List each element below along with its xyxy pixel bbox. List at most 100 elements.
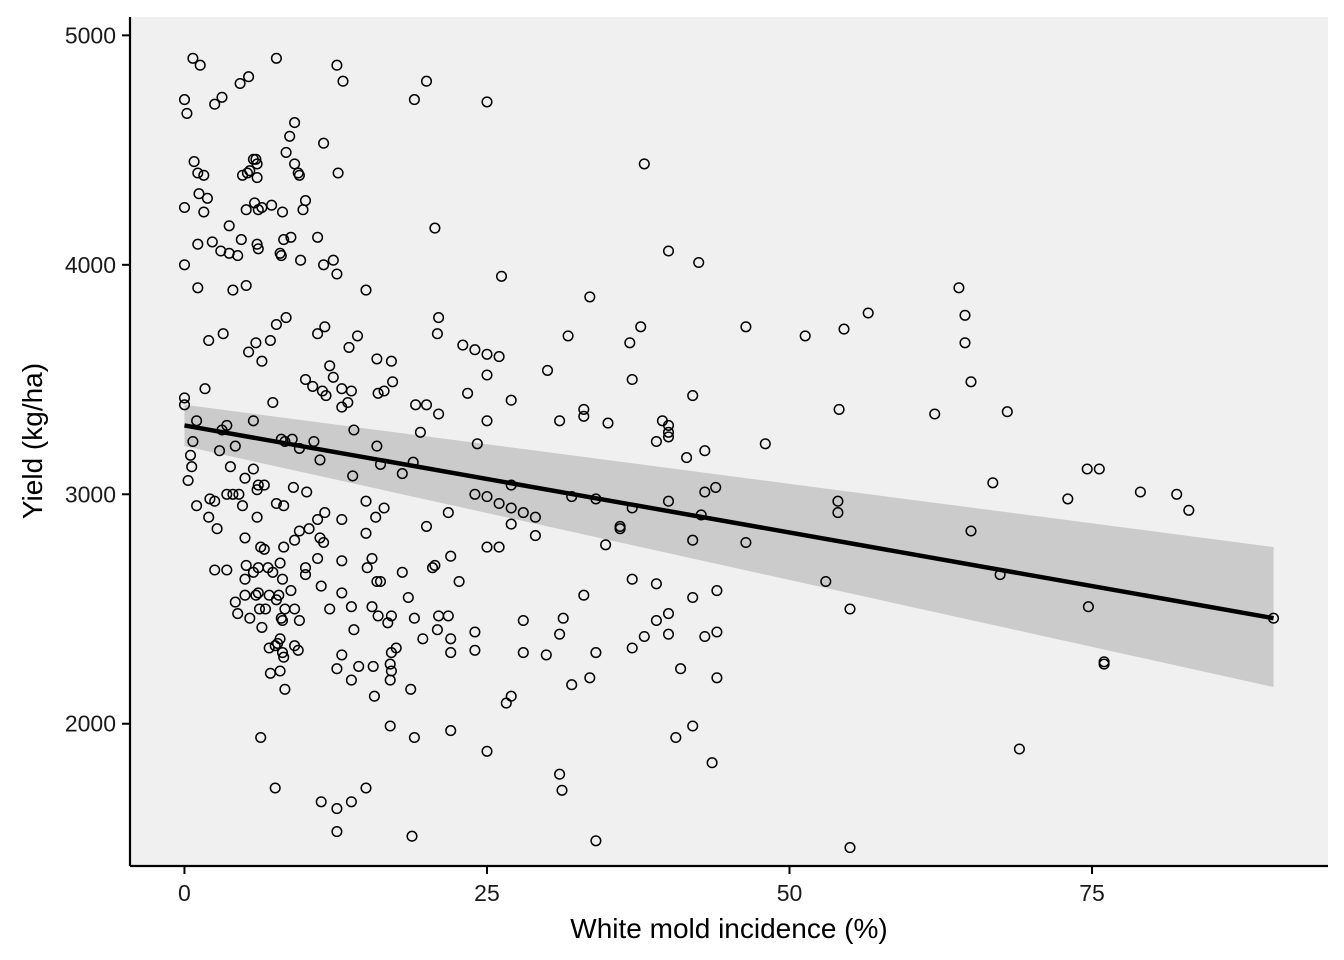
- data-point: [252, 243, 264, 255]
- data-point: [1082, 601, 1094, 613]
- data-point: [211, 523, 223, 535]
- data-point: [250, 153, 262, 165]
- data-point: [289, 158, 301, 170]
- data-point: [445, 725, 457, 737]
- data-point: [626, 373, 638, 386]
- data-point: [234, 77, 246, 90]
- data-point: [1001, 406, 1013, 418]
- data-point: [203, 511, 215, 523]
- data-point: [299, 562, 312, 574]
- data-point: [233, 488, 245, 500]
- data-point: [315, 796, 327, 808]
- data-point: [239, 589, 251, 601]
- data-point: [182, 474, 194, 487]
- data-point: [965, 525, 977, 537]
- data-point: [408, 731, 420, 744]
- data-point: [699, 486, 711, 498]
- data-point: [348, 424, 360, 436]
- data-point: [371, 575, 383, 588]
- data-point: [442, 610, 454, 622]
- data-point: [278, 651, 290, 663]
- data-point: [402, 591, 414, 604]
- data-point: [307, 380, 319, 392]
- data-point: [221, 419, 233, 431]
- data-point: [378, 385, 390, 397]
- data-point: [372, 387, 384, 399]
- data-point: [431, 624, 443, 636]
- data-point: [590, 647, 602, 659]
- data-point: [445, 633, 457, 645]
- data-point: [650, 578, 662, 590]
- data-point: [650, 614, 662, 627]
- data-point: [247, 415, 259, 427]
- data-point: [267, 396, 279, 409]
- data-point: [276, 573, 289, 585]
- data-point: [274, 633, 286, 645]
- data-point: [687, 720, 699, 732]
- data-point: [406, 830, 418, 842]
- data-point: [187, 52, 199, 64]
- data-point: [274, 557, 286, 569]
- data-point: [276, 614, 289, 627]
- data-point: [832, 507, 844, 519]
- data-point: [457, 339, 469, 351]
- data-point: [351, 330, 364, 342]
- data-point: [319, 507, 331, 519]
- data-point: [541, 364, 554, 376]
- data-point: [420, 520, 433, 532]
- data-point: [178, 392, 191, 404]
- data-point: [529, 530, 541, 542]
- data-point: [192, 167, 204, 179]
- data-point: [706, 757, 718, 769]
- data-point: [556, 784, 568, 796]
- data-point: [396, 468, 408, 480]
- y-axis-title: Yield (kg/ha): [17, 363, 48, 519]
- data-point: [243, 71, 255, 83]
- data-point: [687, 390, 699, 402]
- data-point: [253, 603, 266, 615]
- data-point: [662, 426, 675, 438]
- data-point: [276, 647, 289, 659]
- data-point: [318, 137, 330, 149]
- data-point: [493, 351, 505, 363]
- data-point: [327, 254, 339, 266]
- data-point: [959, 309, 971, 321]
- data-point: [662, 419, 675, 431]
- data-point: [345, 674, 357, 686]
- data-point: [481, 348, 493, 360]
- data-point: [274, 665, 286, 677]
- data-point: [368, 690, 380, 702]
- data-point: [221, 564, 233, 576]
- data-point: [493, 541, 505, 553]
- data-point: [442, 507, 454, 519]
- data-point: [562, 330, 574, 342]
- data-point: [832, 495, 844, 507]
- data-point: [371, 440, 383, 452]
- data-point: [270, 52, 282, 64]
- data-point: [681, 452, 693, 464]
- data-point: [332, 167, 344, 179]
- data-point: [384, 658, 396, 670]
- data-point: [987, 477, 999, 489]
- data-point: [343, 341, 355, 353]
- data-point: [410, 399, 422, 411]
- data-point: [554, 628, 566, 640]
- data-point: [635, 321, 647, 333]
- data-point: [227, 488, 239, 500]
- data-point: [353, 660, 365, 672]
- data-point: [221, 488, 233, 500]
- data-point: [249, 197, 261, 209]
- data-point: [243, 346, 255, 358]
- data-point: [227, 284, 239, 296]
- data-point: [360, 782, 372, 794]
- data-point: [240, 279, 252, 292]
- data-point: [312, 231, 324, 243]
- data-point: [578, 403, 590, 415]
- data-point: [299, 195, 312, 207]
- data-point: [366, 601, 378, 613]
- data-point: [201, 192, 213, 204]
- regression-line: [184, 423, 1274, 621]
- data-point: [241, 167, 253, 179]
- data-point: [188, 156, 200, 168]
